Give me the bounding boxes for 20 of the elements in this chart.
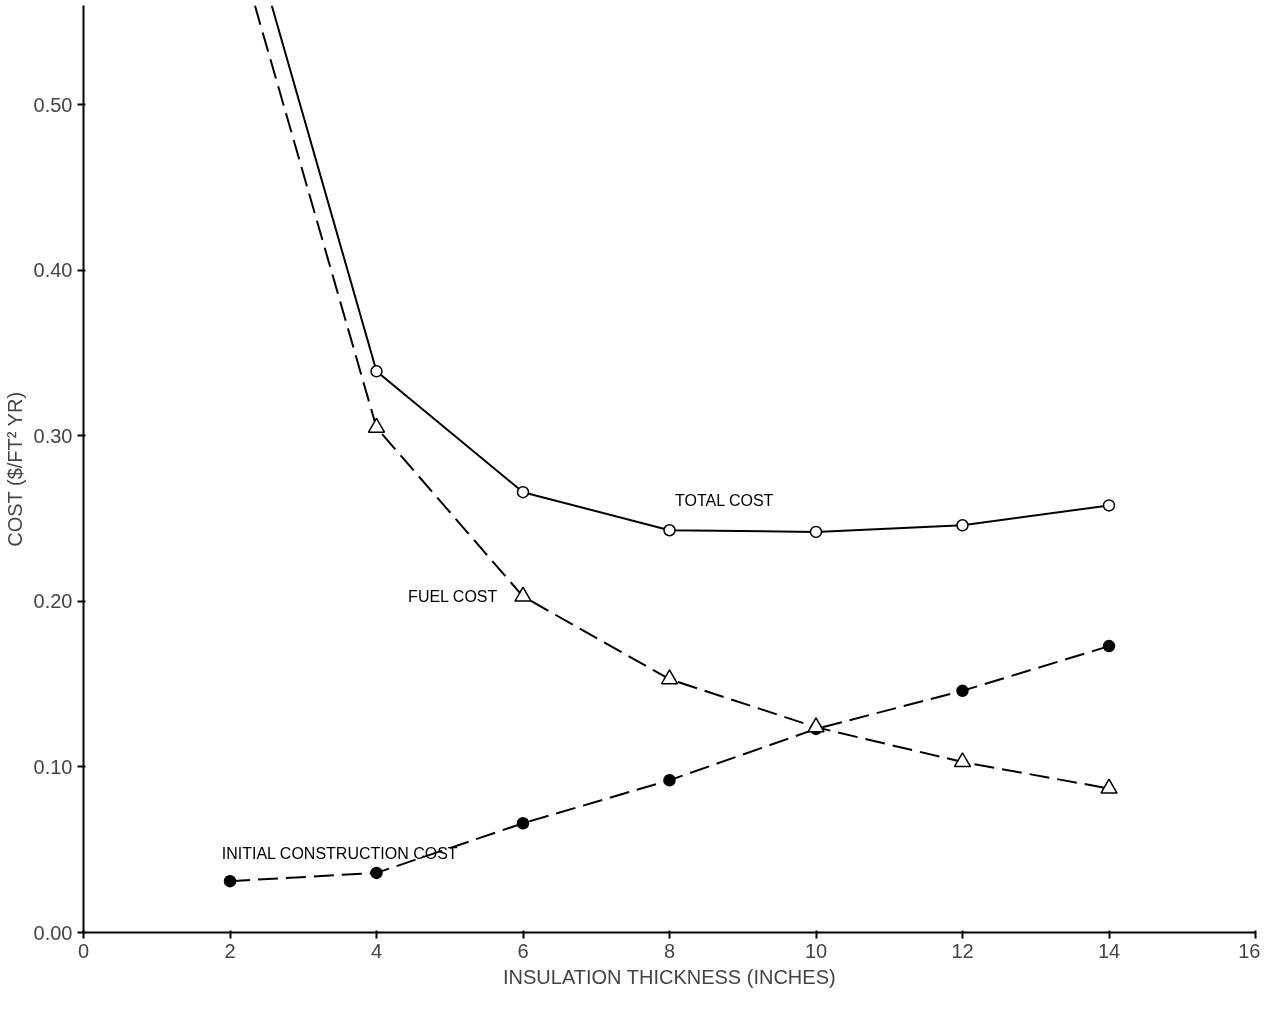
x-tick-label: 14 bbox=[1097, 939, 1121, 962]
x-axis-title: INSULATION THICKNESS (INCHES) bbox=[503, 965, 836, 988]
y-tick-label: 0.00 bbox=[33, 921, 73, 944]
x-tick-label: 6 bbox=[517, 939, 529, 962]
y-axis-title: COST ($/FT² YR) bbox=[3, 391, 26, 547]
y-tick-label: 0.50 bbox=[33, 93, 73, 116]
y-tick-label: 0.20 bbox=[33, 590, 73, 613]
x-tick-label: 2 bbox=[224, 939, 236, 962]
series-label: INITIAL CONSTRUCTION COST bbox=[221, 844, 458, 862]
x-tick-label: 16 bbox=[1238, 939, 1261, 962]
x-tick-label: 8 bbox=[663, 939, 676, 962]
x-tick-label: 10 bbox=[804, 939, 828, 962]
x-tick-label: 4 bbox=[370, 939, 383, 962]
series-label: FUEL COST bbox=[408, 587, 498, 605]
series-label: TOTAL COST bbox=[675, 491, 774, 509]
x-tick-label: 0 bbox=[77, 939, 90, 962]
y-tick-label: 0.10 bbox=[33, 755, 73, 778]
y-tick-label: 0.40 bbox=[33, 259, 73, 282]
x-tick-label: 12 bbox=[951, 939, 974, 962]
y-tick-label: 0.30 bbox=[33, 424, 73, 447]
